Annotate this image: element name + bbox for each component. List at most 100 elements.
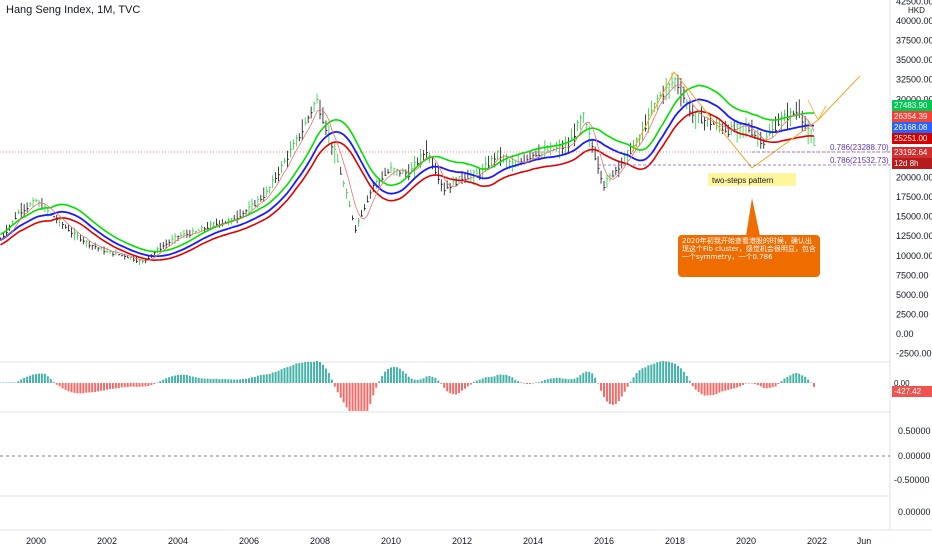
ma-green-line bbox=[0, 84, 815, 253]
macd-bar bbox=[224, 379, 227, 383]
macd-bar bbox=[461, 383, 463, 391]
macd-bar bbox=[330, 379, 333, 383]
macd-bar bbox=[126, 383, 129, 388]
macd-bar bbox=[425, 376, 428, 383]
macd-bar bbox=[29, 375, 32, 383]
macd-bar bbox=[165, 378, 168, 383]
macd-bar bbox=[780, 381, 783, 383]
macd-bar bbox=[739, 383, 742, 387]
macd-bar bbox=[17, 381, 20, 383]
y-tick-label: 37500.00 bbox=[896, 36, 932, 46]
macd-bar bbox=[242, 379, 245, 383]
y-tick-label: 42500.00 bbox=[896, 0, 932, 6]
macd-bar bbox=[514, 379, 517, 383]
macd-bar bbox=[570, 379, 573, 383]
y-tick-label: 12500.00 bbox=[896, 231, 932, 241]
macd-zero-tick: 0.00 bbox=[894, 379, 910, 388]
macd-bar bbox=[753, 383, 756, 385]
macd-bar bbox=[540, 381, 543, 383]
macd-bar bbox=[23, 377, 26, 383]
osc-tick-2: 0.00000 bbox=[898, 451, 931, 461]
macd-bar bbox=[449, 383, 452, 394]
macd-bar bbox=[8, 382, 11, 383]
macd-bar bbox=[212, 378, 215, 383]
macd-bar bbox=[310, 361, 313, 383]
macd-bar bbox=[762, 383, 765, 388]
macd-bar bbox=[614, 383, 617, 404]
callout-pointer bbox=[746, 198, 760, 236]
macd-bar bbox=[40, 373, 43, 383]
macd-bar bbox=[324, 368, 327, 383]
harmonic-pattern-line bbox=[631, 71, 861, 169]
macd-bar bbox=[759, 383, 762, 387]
macd-bar bbox=[159, 381, 162, 383]
macd-bar bbox=[295, 363, 298, 383]
y-tick-label: 20000.00 bbox=[896, 173, 932, 183]
macd-bar bbox=[724, 383, 727, 391]
macd-bar bbox=[55, 383, 58, 385]
macd-bar bbox=[351, 383, 354, 411]
macd-bar bbox=[230, 379, 233, 383]
macd-bar bbox=[558, 377, 561, 383]
macd-bar bbox=[366, 383, 369, 411]
macd-bar bbox=[132, 383, 135, 387]
macd-bar bbox=[372, 383, 375, 396]
macd-bar bbox=[144, 383, 147, 387]
macd-bar bbox=[472, 381, 475, 383]
macd-bar bbox=[475, 380, 478, 383]
macd-bar bbox=[437, 380, 440, 383]
x-tick-label: 2014 bbox=[523, 536, 543, 546]
macd-bar bbox=[253, 376, 256, 383]
ma-label-3: 26168.08 bbox=[894, 123, 928, 132]
ma-label-2: 26354.39 bbox=[894, 112, 928, 121]
macd-bar bbox=[43, 373, 46, 383]
macd-bar bbox=[730, 383, 733, 389]
countdown-label: 12d 8h bbox=[894, 159, 918, 168]
macd-bar bbox=[345, 383, 348, 408]
macd-bar bbox=[354, 383, 357, 411]
macd-bar bbox=[608, 383, 611, 405]
macd-bar bbox=[91, 383, 94, 393]
macd-bar bbox=[327, 373, 330, 383]
macd-bar bbox=[407, 376, 410, 383]
macd-bar bbox=[61, 383, 64, 389]
macd-bar bbox=[360, 383, 363, 411]
macd-bar bbox=[431, 376, 434, 383]
macd-bar bbox=[339, 383, 342, 398]
macd-bar bbox=[792, 373, 795, 383]
macd-bar bbox=[416, 379, 419, 383]
macd-bar bbox=[493, 376, 496, 383]
macd-bar bbox=[182, 374, 185, 383]
macd-bar bbox=[798, 373, 801, 383]
y-tick-label: 10000.00 bbox=[896, 251, 932, 261]
macd-bar bbox=[534, 382, 537, 383]
macd-bar bbox=[97, 383, 100, 392]
macd-bar bbox=[398, 368, 401, 383]
macd-bar bbox=[387, 369, 390, 383]
macd-bar bbox=[712, 383, 715, 395]
macd-bar bbox=[647, 365, 650, 383]
macd-bar bbox=[520, 382, 523, 383]
macd-bar bbox=[813, 383, 816, 387]
macd-bar bbox=[688, 380, 691, 383]
pattern-small-triangle bbox=[807, 99, 827, 121]
macd-bar bbox=[526, 383, 529, 385]
y-tick-label: 0.00 bbox=[896, 329, 914, 339]
macd-bar bbox=[108, 383, 111, 390]
macd-bar bbox=[117, 383, 120, 389]
y-tick-label: 17500.00 bbox=[896, 192, 932, 202]
macd-bar bbox=[20, 379, 23, 383]
macd-bar bbox=[801, 375, 804, 383]
macd-bar bbox=[620, 383, 623, 397]
macd-bar bbox=[605, 383, 608, 402]
macd-bar bbox=[484, 377, 487, 383]
macd-bar bbox=[5, 382, 8, 383]
macd-bar bbox=[375, 383, 378, 388]
macd-bar bbox=[384, 371, 387, 383]
macd-bar bbox=[333, 383, 336, 387]
ma-label-1: 27483.90 bbox=[894, 101, 928, 110]
current-price-label: 23192.64 bbox=[894, 148, 928, 157]
macd-bar bbox=[452, 383, 455, 395]
macd-bar bbox=[32, 374, 35, 383]
